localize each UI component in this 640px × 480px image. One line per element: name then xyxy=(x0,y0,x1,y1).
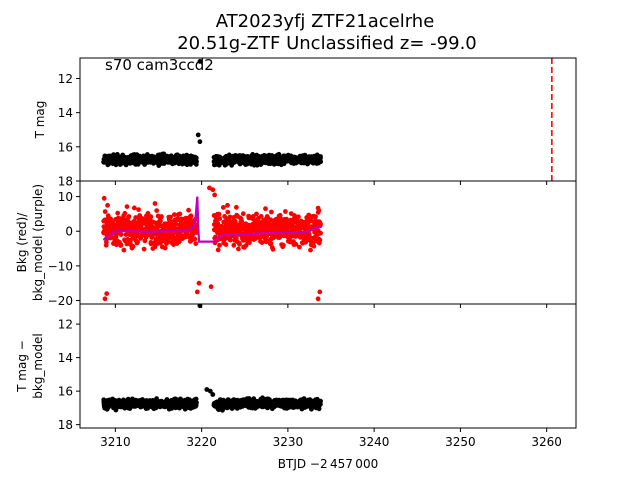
panel-3: 12 14 16 18 3210 3220 3230 3240 3250 3260 T mag − b… xyxy=(15,303,577,449)
y-tick-label: −10 xyxy=(48,259,73,273)
x-tick-label: 3240 xyxy=(359,435,390,449)
chart-title-line2: 20.51g-ZTF Unclassified z= -99.0 xyxy=(177,33,477,54)
panel-1: 12 14 16 18 T mag xyxy=(33,57,577,189)
y-tick-label: 18 xyxy=(58,418,73,432)
y-tick-label: 14 xyxy=(58,351,73,365)
y-axis-label: Bkg (red)/ xyxy=(15,212,29,273)
panel-data xyxy=(101,304,323,413)
y-tick-label: 12 xyxy=(58,318,73,332)
y-axis-label: T mag − xyxy=(15,340,29,393)
series-points-1 xyxy=(101,185,323,302)
bkg-model-line xyxy=(102,196,322,243)
series-points-1 xyxy=(101,58,324,168)
y-axis-label: T mag xyxy=(33,101,47,140)
y-tick-label: 16 xyxy=(58,385,73,399)
y-tick-label: 0 xyxy=(65,225,73,239)
y-tick-label: 14 xyxy=(58,106,73,120)
panel-2: −20 −10 0 10 Bkg (red)/bkg_model (purple) xyxy=(15,180,577,308)
x-axis-label: BTJD −2 457 000 xyxy=(278,457,378,471)
series-points-1 xyxy=(101,304,323,413)
x-tick-label: 3230 xyxy=(273,435,304,449)
y-tick-label: 12 xyxy=(58,72,73,86)
y-tick-label: 18 xyxy=(58,175,73,189)
x-tick-label: 3250 xyxy=(445,435,476,449)
y-axis-label: bkg_model (purple) xyxy=(31,184,45,301)
y-tick-label: 10 xyxy=(58,190,73,204)
x-tick-label: 3220 xyxy=(186,435,217,449)
panel-data xyxy=(101,58,553,181)
panel-data xyxy=(101,185,323,302)
y-axis-label: bkg_model xyxy=(31,333,45,399)
chart-title-line1: AT2023yfj ZTF21acelrhe xyxy=(216,11,435,32)
panel-frame xyxy=(79,303,577,429)
sector-annotation: s70 cam3ccd2 xyxy=(105,56,214,74)
x-tick-label: 3210 xyxy=(100,435,131,449)
x-tick-label: 3260 xyxy=(531,435,562,449)
y-tick-label: −20 xyxy=(48,294,73,308)
y-tick-label: 16 xyxy=(58,140,73,154)
